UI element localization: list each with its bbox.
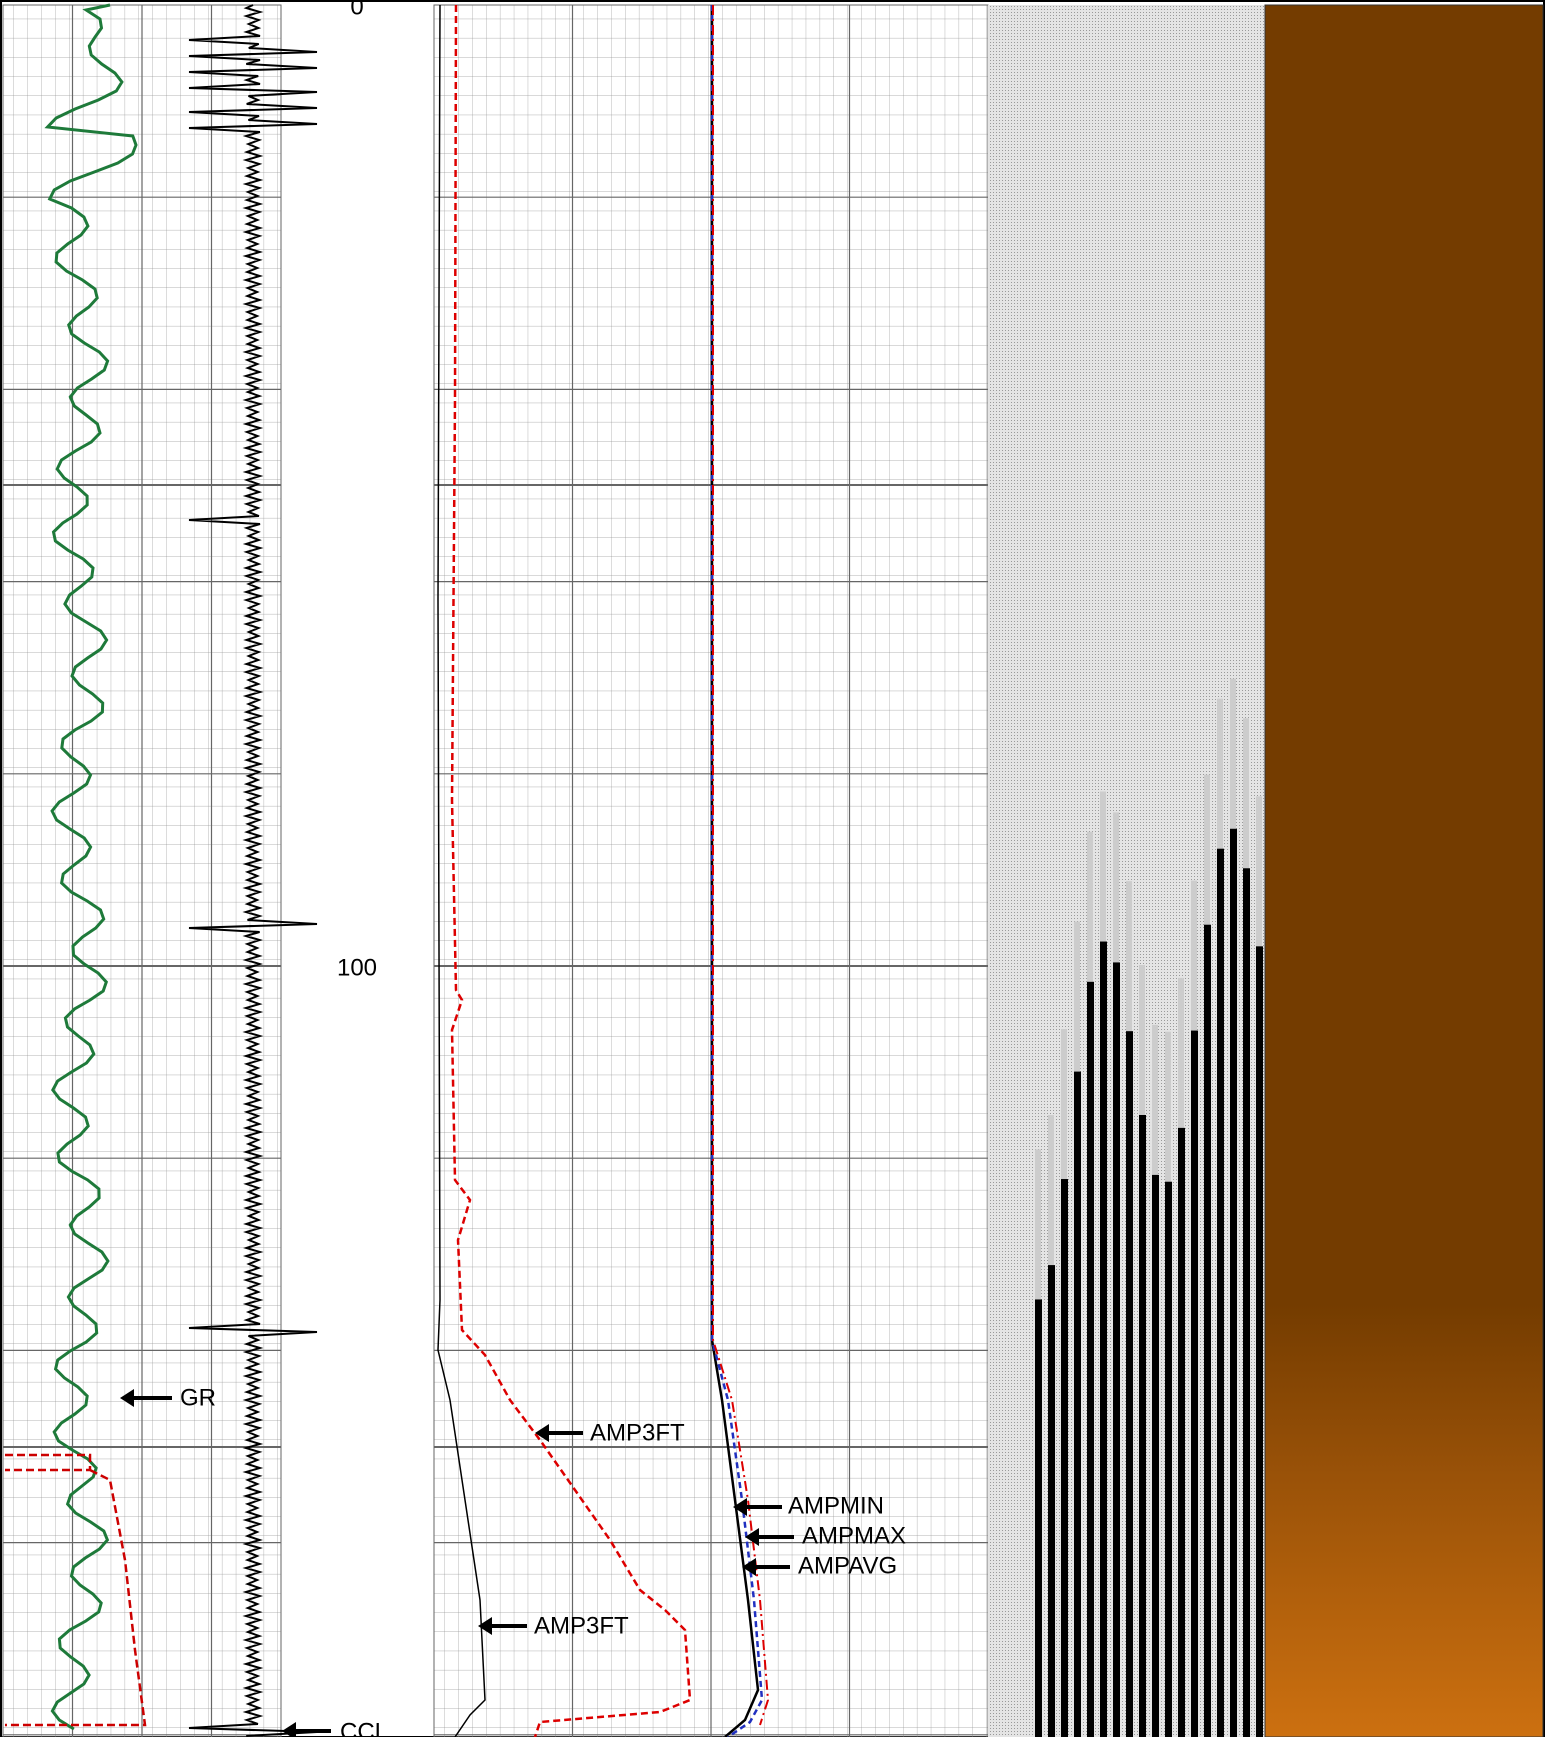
wave-stripe: [1048, 1265, 1055, 1737]
amp3ft-thin-curve: [437, 4, 486, 1737]
curve-label: GR: [180, 1384, 216, 1411]
curve-label: AMP3FT: [534, 1612, 629, 1639]
wave-stripe: [1139, 1114, 1146, 1737]
wave-stripe: [1061, 1179, 1068, 1737]
wave-stripe: [1126, 1031, 1133, 1737]
wave-stripe: [1087, 981, 1094, 1737]
red-curve-track1: [5, 1453, 147, 1727]
ampavg-curve: [710, 5, 764, 1737]
arrows: [128, 1396, 794, 1733]
wave-stripe: [1256, 946, 1263, 1737]
ampmax-curve: [712, 5, 770, 1726]
wave-stripe: [1217, 848, 1224, 1737]
amp3ft-curve: [450, 4, 692, 1737]
ccl-curve: [188, 4, 318, 1737]
wave-stripe: [1100, 941, 1107, 1737]
wave-stripe: [1165, 1181, 1172, 1737]
arrow-heads: [120, 1389, 759, 1737]
wave-stripe: [1204, 924, 1211, 1737]
gr-curve: [44, 3, 138, 1731]
curve-label: AMP3FT: [590, 1419, 685, 1446]
curve-label: AMPAVG: [798, 1552, 897, 1579]
wave-stripe: [1152, 1174, 1159, 1737]
waveform: [1035, 678, 1263, 1737]
wave-stripe: [1191, 1030, 1198, 1737]
wave-stripe: [1230, 828, 1237, 1737]
curve-label: AMPMIN: [788, 1492, 884, 1519]
image-track: [1264, 4, 1544, 1737]
curve-label: AMPMAX: [802, 1522, 906, 1549]
curve-label: CCL: [340, 1718, 388, 1737]
wave-stripe: [1035, 1299, 1042, 1737]
wave-stripe: [1113, 962, 1120, 1737]
depth-label: 0: [350, 0, 363, 20]
depth-label: 100: [337, 954, 377, 981]
wave-stripe: [1178, 1127, 1185, 1737]
wave-stripe: [1074, 1071, 1081, 1737]
wave-stripe: [1243, 868, 1250, 1737]
